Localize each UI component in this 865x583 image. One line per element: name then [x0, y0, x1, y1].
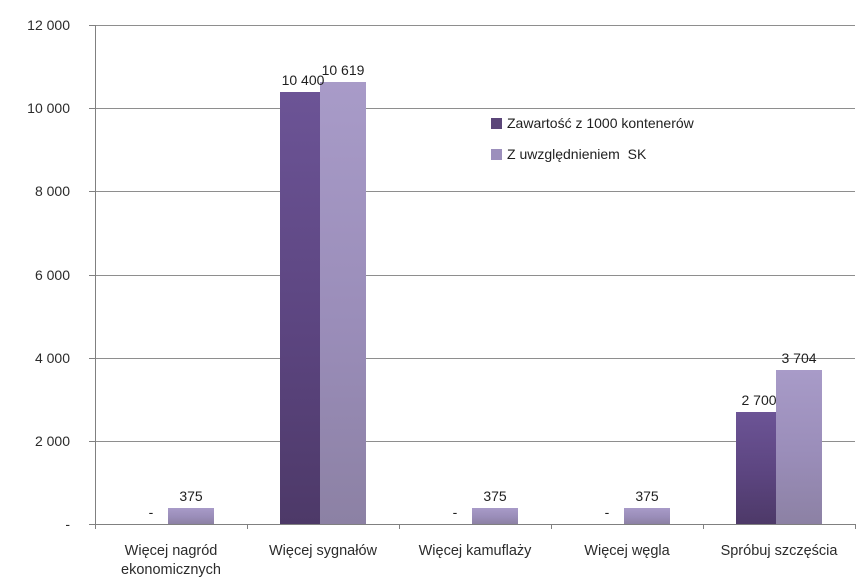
legend-label-series-1: Zawartość z 1000 kontenerów — [507, 115, 694, 131]
legend: Zawartość z 1000 kontenerów Z uwzględnie… — [491, 114, 694, 176]
x-axis-category-label: Więcej sygnałów — [269, 543, 377, 559]
x-axis-line — [95, 524, 855, 525]
x-axis-category-label: Więcej kamuflaży — [418, 543, 532, 559]
bar-series-2 — [320, 82, 366, 524]
x-axis-tick — [703, 524, 704, 529]
y-axis-tick — [89, 358, 95, 359]
y-axis-tick-label: 8 000 — [34, 183, 70, 199]
gridline — [95, 358, 855, 359]
x-axis-tick — [247, 524, 248, 529]
x-axis-tick — [551, 524, 552, 529]
gridline — [95, 441, 855, 442]
legend-label-series-2: Z uwzględnieniem SK — [507, 146, 647, 162]
x-axis-category-label: Więcej nagród ekonomicznych — [121, 543, 221, 578]
bar-series-2 — [472, 508, 518, 524]
y-axis-tick-label: 4 000 — [34, 350, 70, 366]
x-axis-tick — [399, 524, 400, 529]
data-label: 375 — [635, 488, 659, 504]
y-axis-tick — [89, 191, 95, 192]
x-axis-category-label: Spróbuj szczęścia — [720, 543, 838, 559]
y-axis-tick — [89, 25, 95, 26]
legend-item-series-1: Zawartość z 1000 kontenerów — [491, 114, 694, 132]
y-axis-line — [95, 25, 96, 524]
data-label: 2 700 — [741, 392, 777, 408]
y-axis-tick — [89, 524, 95, 525]
data-label: - — [452, 504, 458, 520]
y-axis-tick-label: 10 000 — [27, 100, 70, 116]
data-label: 10 619 — [321, 62, 365, 78]
y-axis-tick — [89, 108, 95, 109]
bar-series-2 — [624, 508, 670, 524]
y-axis-tick-label: 6 000 — [34, 267, 70, 283]
bar-series-2 — [168, 508, 214, 524]
gridline — [95, 275, 855, 276]
legend-swatch-light-purple — [491, 148, 502, 160]
data-label: - — [148, 504, 154, 520]
data-label: 375 — [179, 488, 203, 504]
y-axis-tick-label: 12 000 — [27, 17, 70, 33]
x-axis-tick — [855, 524, 856, 529]
data-label: 10 400 — [281, 72, 325, 88]
y-axis-tick-label: - — [65, 516, 70, 532]
gridline — [95, 191, 855, 192]
gridline — [95, 108, 855, 109]
bar-series-1 — [736, 412, 782, 524]
gridline — [95, 25, 855, 26]
bar-series-2 — [776, 370, 822, 524]
x-axis-category-label: Więcej węgla — [584, 543, 670, 559]
data-label: 3 704 — [781, 350, 817, 366]
legend-swatch-dark-purple — [491, 117, 502, 129]
legend-item-series-2: Z uwzględnieniem SK — [491, 145, 694, 163]
bar-series-1 — [280, 92, 326, 524]
y-axis-tick — [89, 275, 95, 276]
data-label: 375 — [483, 488, 507, 504]
y-axis-tick — [89, 441, 95, 442]
x-axis-tick — [95, 524, 96, 529]
y-axis-tick-label: 2 000 — [34, 433, 70, 449]
data-label: - — [604, 504, 610, 520]
